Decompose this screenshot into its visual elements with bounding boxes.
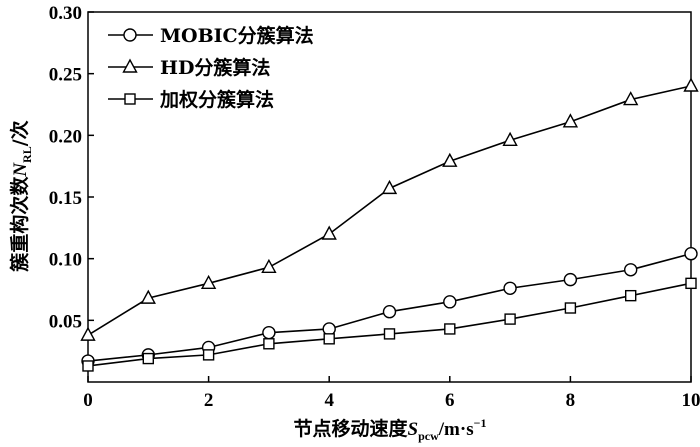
data-point-square — [504, 313, 516, 325]
data-point-triangle — [683, 77, 699, 92]
x-axis-title-subscript: pcw — [418, 429, 439, 443]
x-axis-ticks: 0 2 4 6 8 10 — [83, 376, 700, 411]
y-tick-label: 0.30 — [49, 3, 82, 24]
x-tick-label: 2 — [204, 390, 214, 411]
y-tick-label: 0.20 — [49, 126, 82, 147]
data-point-square — [383, 328, 396, 340]
series-triangle — [80, 77, 699, 341]
y-axis-title-text: 簇重构次数 — [8, 176, 31, 273]
x-tick-label: 10 — [682, 390, 700, 411]
x-axis-title-variable: S — [408, 419, 419, 440]
data-point-square — [82, 360, 94, 372]
data-point-triangle — [442, 152, 458, 167]
data-point-square — [202, 349, 215, 361]
x-tick-label: 6 — [445, 390, 455, 411]
x-tick-label: 4 — [324, 390, 334, 411]
x-axis-title-unit: /m·s — [438, 419, 474, 440]
data-point-square — [625, 289, 637, 302]
data-point-square — [564, 302, 577, 314]
data-point-circle — [382, 305, 397, 319]
y-tick-label: 0.05 — [49, 311, 82, 332]
data-point-square — [142, 352, 155, 365]
y-axis-title-unit: /次 — [8, 120, 31, 146]
data-point-triangle — [321, 225, 337, 240]
data-point-square — [444, 323, 456, 335]
data-point-triangle — [623, 91, 639, 106]
x-axis-title: 节点移动速度Spcw/m·s−1 — [294, 416, 487, 443]
series-square — [82, 277, 697, 372]
y-axis-ticks: 0.05 0.10 0.15 0.20 0.25 0.30 — [49, 3, 94, 332]
series-circle — [81, 247, 698, 368]
data-point-triangle — [562, 113, 579, 128]
y-axis-title-variable: N — [10, 162, 31, 178]
data-point-circle — [262, 325, 276, 340]
data-point-triangle — [80, 326, 96, 341]
data-point-square — [263, 338, 275, 350]
legend-label: HD分簇算法 — [160, 56, 270, 79]
series-line-square — [87, 282, 692, 367]
x-axis-title-text: 节点移动速度 — [294, 417, 409, 440]
data-point-circle — [624, 263, 638, 277]
data-point-triangle — [140, 289, 156, 304]
legend-item-circle: MOBIC分簇算法 — [108, 24, 314, 47]
data-point-triangle — [200, 274, 217, 290]
data-point-square — [323, 333, 335, 345]
legend-marker-triangle — [122, 58, 138, 73]
series-layer — [80, 77, 699, 372]
data-point-triangle — [261, 258, 277, 273]
data-point-square — [685, 277, 697, 290]
data-point-triangle — [381, 179, 398, 195]
legend-item-triangle: HD分簇算法 — [108, 56, 270, 79]
legend-marker-square — [124, 93, 136, 105]
y-axis-title-subscript: RL — [20, 146, 34, 163]
data-point-circle — [563, 272, 578, 287]
legend-label: MOBIC分簇算法 — [160, 24, 314, 47]
y-tick-label: 0.15 — [49, 188, 82, 209]
x-axis-title-superscript: −1 — [474, 416, 487, 430]
data-point-circle — [684, 247, 698, 261]
series-line-triangle — [87, 85, 692, 336]
data-point-circle — [443, 295, 457, 309]
x-tick-label: 8 — [566, 390, 576, 411]
legend-label: 加权分簇算法 — [159, 88, 274, 111]
y-axis-title: 簇重构次数NRL/次 — [8, 120, 34, 272]
y-tick-label: 0.10 — [49, 250, 82, 271]
data-point-circle — [503, 281, 517, 295]
legend-marker-circle — [123, 28, 137, 42]
y-tick-label: 0.25 — [49, 65, 82, 86]
x-tick-label: 0 — [83, 390, 93, 411]
legend-item-square: 加权分簇算法 — [108, 88, 274, 111]
data-point-triangle — [502, 131, 518, 146]
